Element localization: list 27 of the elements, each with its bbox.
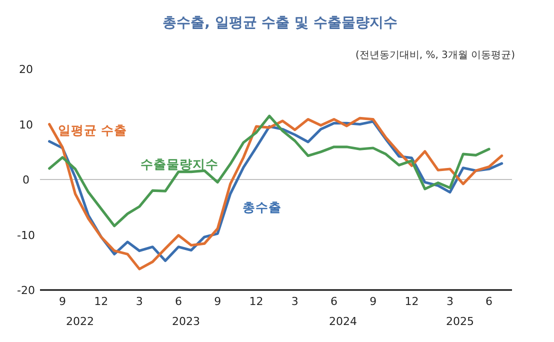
chart-title: 총수출, 일평균 수출 및 수출물량지수 [162,15,398,31]
text: 2022 [66,315,94,328]
y-tick-label: 20 [19,63,33,76]
x-tick-label: 3 [136,295,143,308]
x-tick-label: 9 [59,295,66,308]
x-tick-label: 6 [486,295,493,308]
y-tick-label: -10 [17,228,35,242]
y-tick-label: -20 [17,284,35,297]
x-tick-label: 12 [249,295,264,308]
y-tick-label: 0 [22,174,30,186]
text: 2023 [172,315,200,328]
text: 2025 [446,315,474,328]
x-tick-label: 3 [446,295,454,308]
series-label: 수출물량지수 [140,156,218,172]
y-tick-label: 10 [19,118,33,132]
chart-subtitle: (전년동기대비, %, 3개월 이동평균) [355,50,516,61]
x-tick-label: 6 [330,295,338,308]
x-tick-label: 9 [370,295,377,308]
series-label: 일평균 수출 [58,122,128,138]
x-tick-label: 9 [214,295,222,308]
series-label: 총수출 [242,199,282,214]
x-tick-label: 12 [404,295,419,308]
x-tick-label: 12 [94,295,108,308]
line-series [48,114,490,228]
x-tick-label: 3 [291,295,298,308]
text: 2024 [329,315,357,328]
x-tick-label: 6 [175,295,182,308]
